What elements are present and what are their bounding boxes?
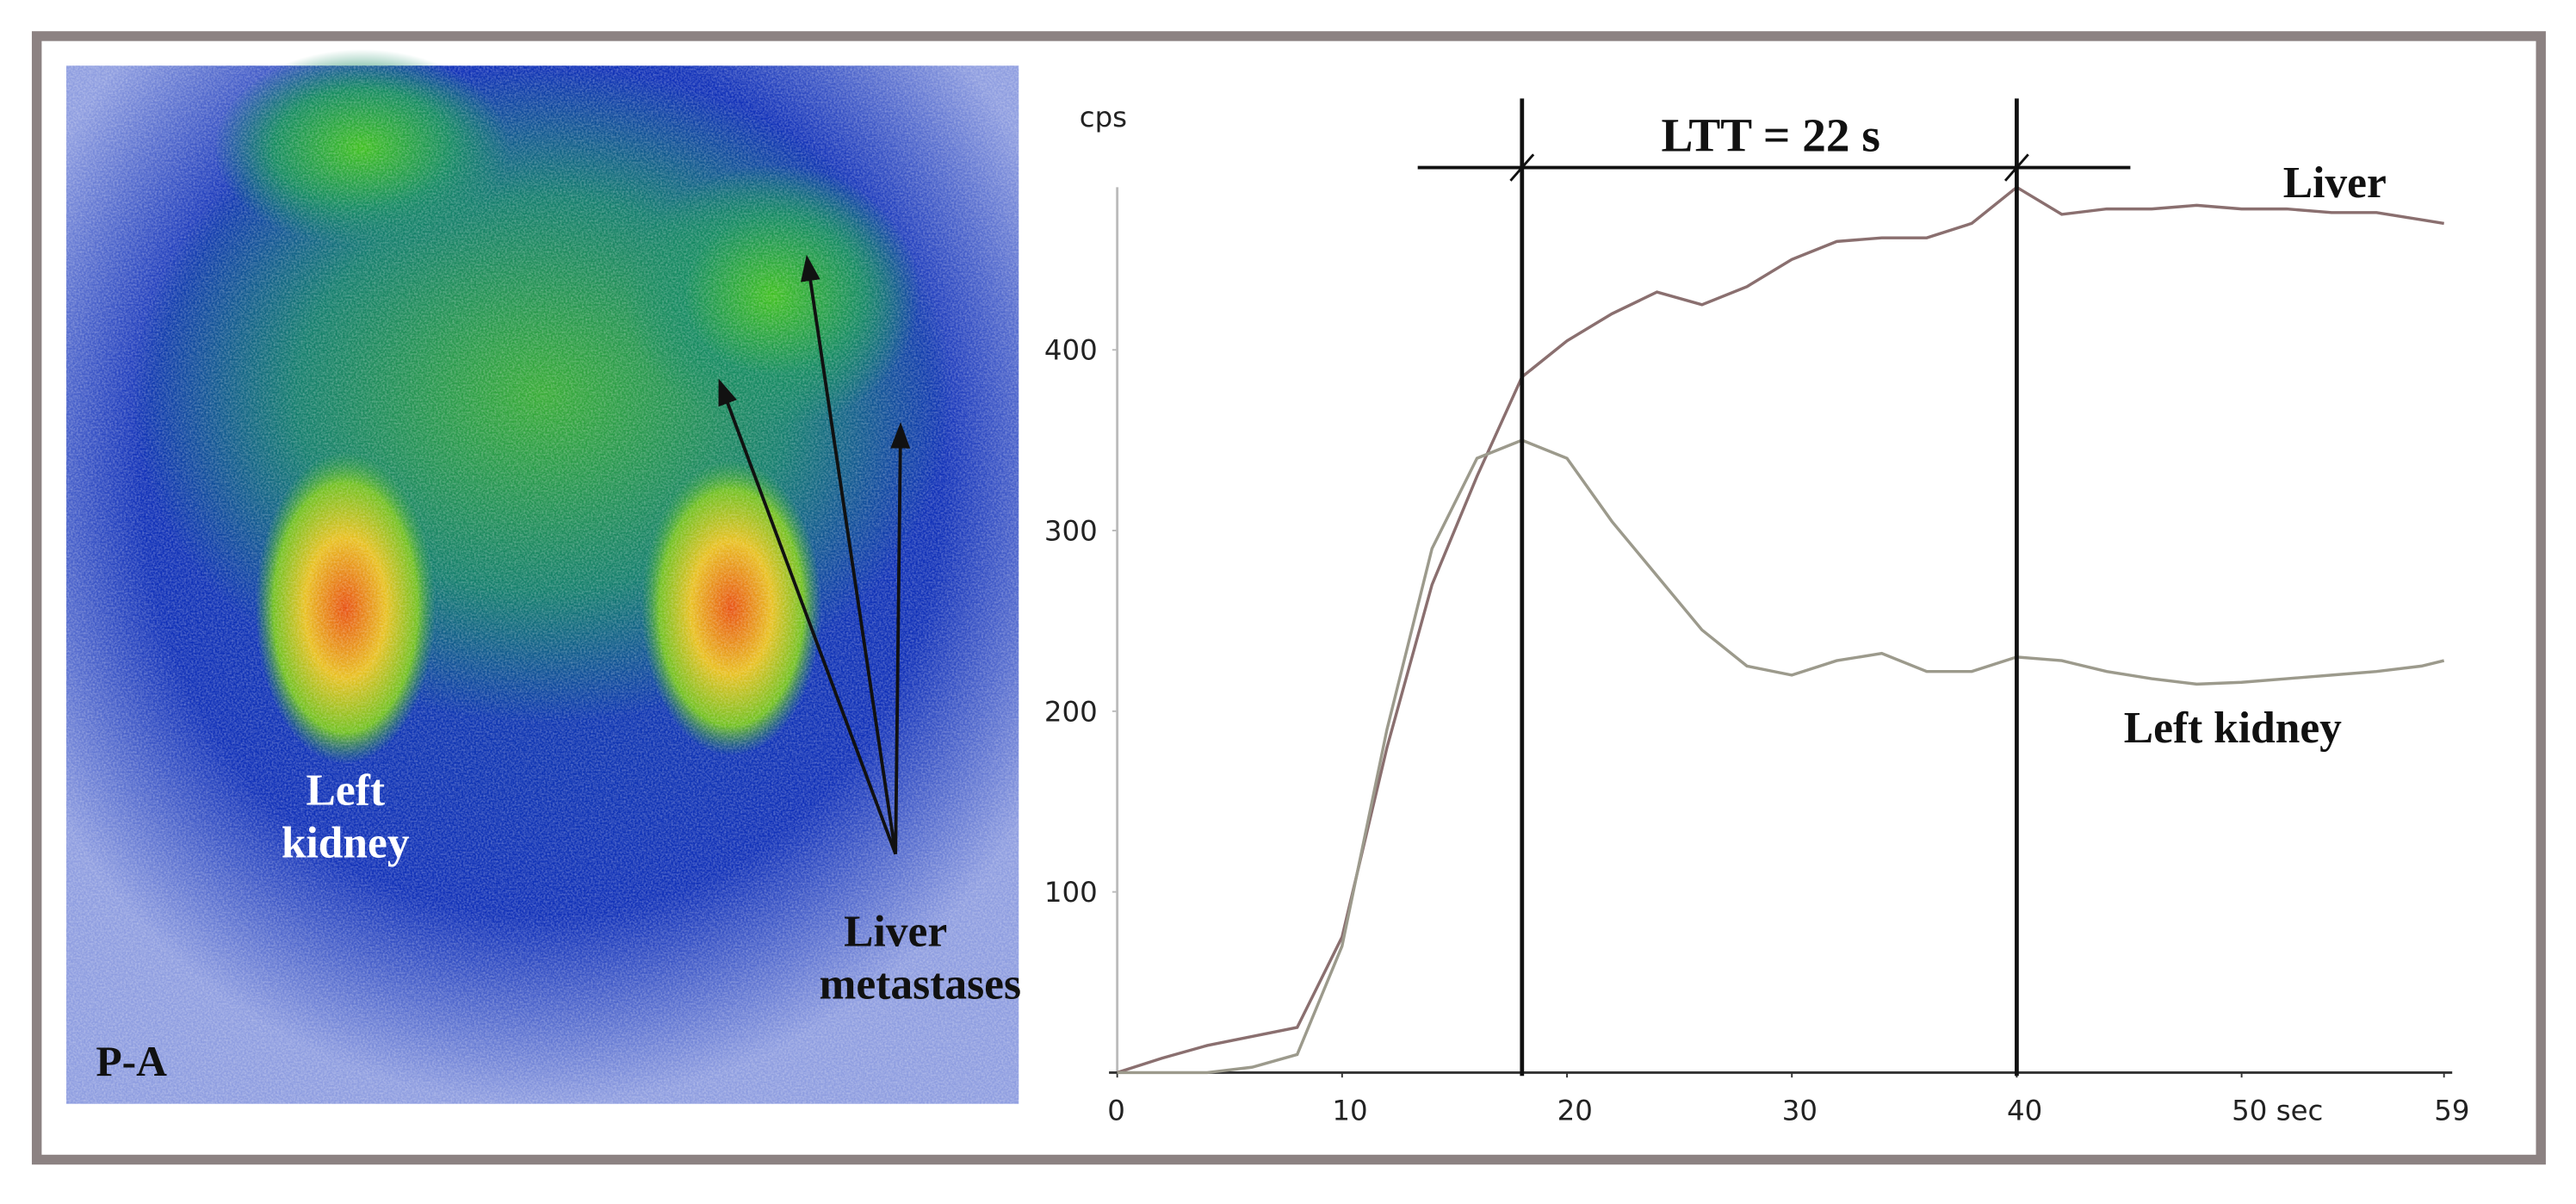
y-tick-label: 100 — [1044, 876, 1098, 909]
x-tick-label: 0 — [1107, 1095, 1125, 1127]
x-tick-label: 10 — [1332, 1095, 1367, 1127]
x-tick-label: 50 sec — [2232, 1095, 2323, 1127]
series-line — [1117, 185, 2444, 1075]
scintigram: Left kidney Liver metastases P-A — [66, 49, 1021, 1104]
series-label: Left kidney — [2124, 704, 2342, 753]
series-line — [1117, 438, 2445, 1075]
kidney-label: Left — [307, 766, 385, 816]
y-tick-label: 300 — [1044, 514, 1098, 547]
metastases-label: Liver — [844, 908, 947, 957]
series-label: Liver — [2283, 158, 2387, 208]
x-tick-label: 40 — [2007, 1095, 2042, 1127]
x-tick-label: 30 — [1782, 1095, 1817, 1127]
marker-tick — [2003, 153, 2029, 182]
y-tick-label: 200 — [1044, 695, 1098, 728]
annotation: LTT = 22 s — [1662, 109, 1880, 161]
y-axis-label: cps — [1080, 101, 1127, 133]
y-tick-label: 400 — [1044, 334, 1098, 367]
x-tick-label: 20 — [1557, 1095, 1593, 1127]
view-label: P-A — [96, 1038, 167, 1085]
metastases-label: metastases — [820, 960, 1021, 1009]
x-tick-label: 59 — [2434, 1095, 2469, 1127]
marker-tick — [1509, 153, 1535, 182]
kidney-label: kidney — [282, 819, 410, 868]
